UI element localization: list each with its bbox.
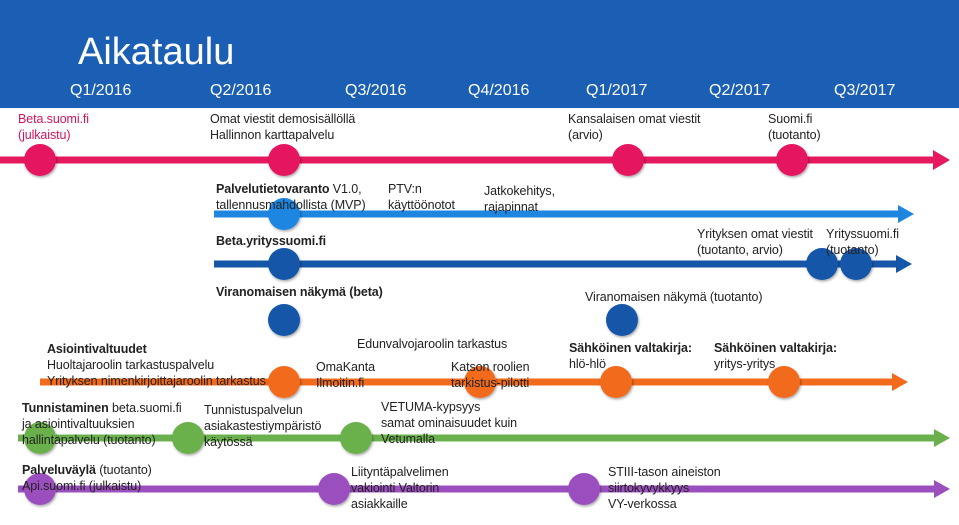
orange-milestone xyxy=(768,366,800,398)
quarter-label: Q1/2016 xyxy=(70,82,132,99)
green-label-tunnistaminen: Tunnistaminen beta.suomi.fi ja asiointiv… xyxy=(22,401,182,447)
orange-milestone xyxy=(268,366,300,398)
navy-milestone xyxy=(806,248,838,280)
green-label-vetuma: VETUMA-kypsyys samat ominaisuudet kuin V… xyxy=(381,400,517,446)
green-label-tunnistuspalvelu: Tunnistuspalvelun asiakastestiympäristö … xyxy=(204,403,322,449)
blue-track-arrow xyxy=(898,205,914,223)
green-milestone xyxy=(172,422,204,454)
green-track-arrow xyxy=(934,429,950,447)
navy-track-arrow xyxy=(896,255,912,273)
orange-label-asiointivaltuudet: Asiointivaltuudet Huoltajaroolin tarkast… xyxy=(47,342,266,388)
purple-track-arrow xyxy=(934,480,950,498)
navy-label-viranomainen-tuotanto: Viranomaisen näkymä (tuotanto) xyxy=(585,290,763,304)
blue-label-ptv: Palvelutietovaranto V1.0, tallennusmahdo… xyxy=(216,182,366,212)
green-milestone xyxy=(24,422,56,454)
quarter-label: Q1/2017 xyxy=(586,82,648,99)
navy-label-viranomainen-beta: Viranomaisen näkymä (beta) xyxy=(216,285,383,299)
pink-milestone xyxy=(612,144,644,176)
pink-track-arrow xyxy=(933,150,950,170)
navy-milestone xyxy=(268,248,300,280)
header-bar xyxy=(0,0,959,108)
pink-milestone xyxy=(268,144,300,176)
blue-milestone xyxy=(268,198,300,230)
purple-label-stiii: STIII-tason aineiston siirtokyvykkyys VY… xyxy=(608,465,721,511)
orange-label-valtakirja-hlo: Sähköinen valtakirja: hlö-hlö xyxy=(569,341,692,371)
orange-label-valtakirja-yritys: Sähköinen valtakirja: yritys-yritys xyxy=(714,341,837,371)
purple-milestone xyxy=(568,473,600,505)
navy-label-yrityksen-viestit: Yrityksen omat viestit (tuotanto, arvio) xyxy=(697,227,813,257)
orange-label-edunvalvoja: Edunvalvojaroolin tarkastus xyxy=(357,337,508,351)
navy-milestone xyxy=(840,248,872,280)
orange-milestone xyxy=(464,366,496,398)
orange-label-omakanta: OmaKanta Ilmoitin.fi xyxy=(316,360,375,390)
page-title: Aikataulu xyxy=(78,31,235,73)
orange-track-arrow xyxy=(892,373,908,391)
blue-label-ptv-kayttoonotot: PTV:n käyttöönotot xyxy=(388,182,455,212)
pink-milestone xyxy=(776,144,808,176)
pink-label-omat-viestit: Omat viestit demosisällöllä Hallinnon ka… xyxy=(210,112,356,142)
purple-label-palveluvayla: Palveluväylä (tuotanto) Api.suomi.fi (ju… xyxy=(22,463,152,493)
orange-label-katso: Katson roolien tarkistus-pilotti xyxy=(451,360,530,390)
green-milestone xyxy=(340,422,372,454)
quarter-label: Q3/2016 xyxy=(345,82,407,99)
navy-label-yrityssuomi: Yrityssuomi.fi (tuotanto) xyxy=(826,227,899,257)
purple-label-liityntapalvelin: Liityntäpalvelimen vakiointi Valtorin as… xyxy=(351,465,449,511)
quarter-label: Q4/2016 xyxy=(468,82,530,99)
navy-milestone xyxy=(606,304,638,336)
pink-label-beta-suomi: Beta.suomi.fi (julkaistu) xyxy=(18,112,89,142)
purple-milestone xyxy=(318,473,350,505)
navy-milestone xyxy=(268,304,300,336)
pink-label-kansalaisen-viestit: Kansalaisen omat viestit (arvio) xyxy=(568,112,701,142)
pink-label-suomi-fi: Suomi.fi (tuotanto) xyxy=(768,112,821,142)
navy-label-beta-yrityssuomi: Beta.yrityssuomi.fi xyxy=(216,234,326,248)
quarter-label: Q2/2016 xyxy=(210,82,272,99)
quarter-label: Q3/2017 xyxy=(834,82,896,99)
orange-milestone xyxy=(600,366,632,398)
pink-milestone xyxy=(24,144,56,176)
quarter-label: Q2/2017 xyxy=(709,82,771,99)
purple-milestone xyxy=(24,473,56,505)
blue-label-jatkokehitys: Jatkokehitys, rajapinnat xyxy=(484,184,555,214)
